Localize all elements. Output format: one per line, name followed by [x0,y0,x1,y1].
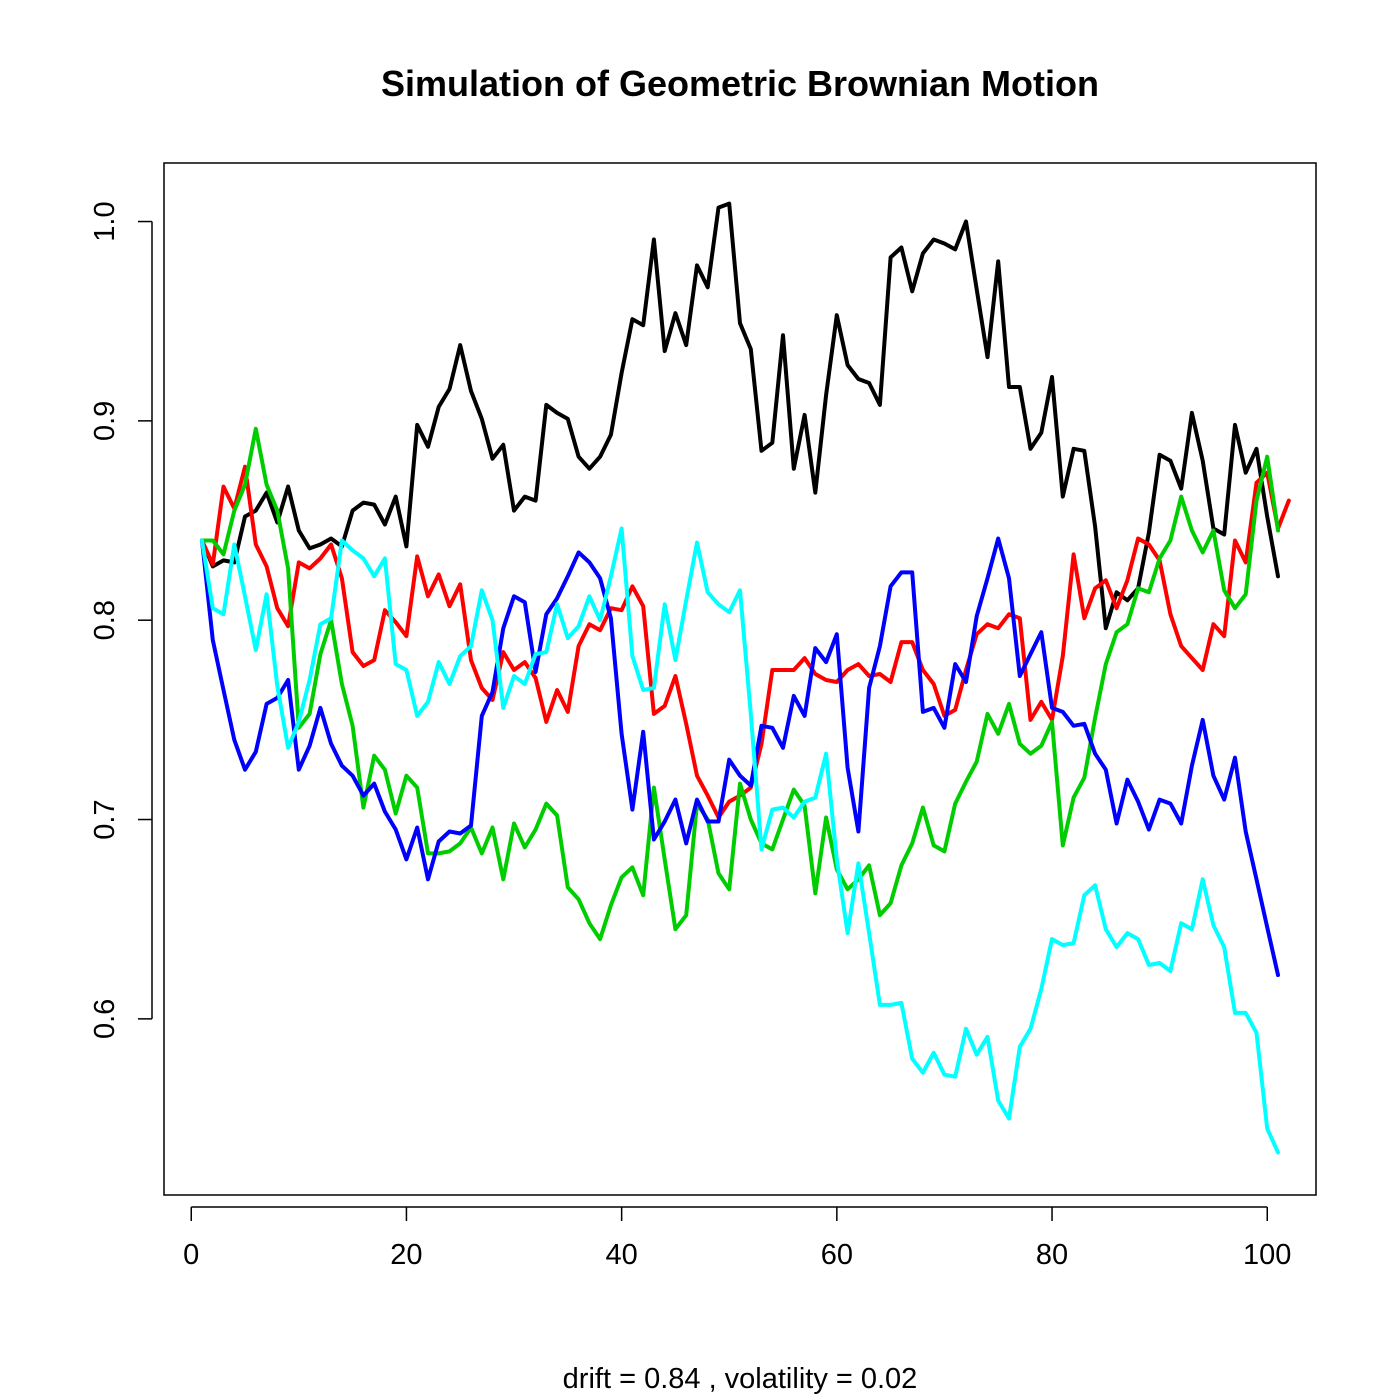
x-tick-label: 80 [1036,1239,1068,1271]
x-tick-label: 40 [606,1239,638,1271]
y-tick-label: 0.8 [89,600,121,640]
plot-frame [163,162,1317,1196]
x-tick-label: 0 [183,1239,199,1271]
y-tick-label: 0.6 [89,999,121,1039]
x-tick-label: 20 [390,1239,422,1271]
y-axis: 0.6 0.7 0.8 0.9 1.0 [89,201,153,1039]
x-tick-label: 60 [821,1239,853,1271]
series-line-3 [200,426,1280,942]
series-line-5 [200,526,1280,1155]
y-tick-label: 0.9 [89,401,121,441]
x-axis-label: drift = 0.84 , volatility = 0.02 [563,1363,918,1395]
chart-title: Simulation of Geometric Brownian Motion [381,63,1099,104]
series-layer [200,201,1291,1155]
x-tick-label: 100 [1243,1239,1291,1271]
y-tick-label: 0.7 [89,799,121,839]
x-axis: 0 20 40 60 80 100 [183,1206,1291,1271]
y-tick-label: 1.0 [89,201,121,241]
series-line-4 [200,536,1280,977]
series-line-1 [200,201,1280,631]
series-line-2 [200,464,1291,820]
